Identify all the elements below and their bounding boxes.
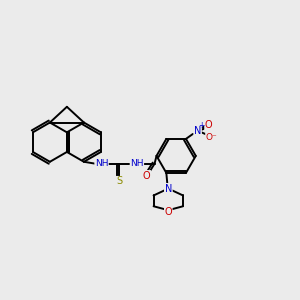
Text: S: S bbox=[116, 176, 122, 186]
Text: N: N bbox=[165, 184, 172, 194]
Text: O⁻: O⁻ bbox=[206, 134, 218, 142]
Text: NH: NH bbox=[130, 159, 144, 168]
Text: O: O bbox=[164, 207, 172, 217]
Text: N: N bbox=[194, 126, 201, 136]
Text: +: + bbox=[199, 121, 205, 130]
Text: N: N bbox=[165, 184, 172, 194]
Text: O: O bbox=[205, 120, 212, 130]
Text: O: O bbox=[143, 170, 151, 181]
Text: NH: NH bbox=[95, 159, 108, 168]
